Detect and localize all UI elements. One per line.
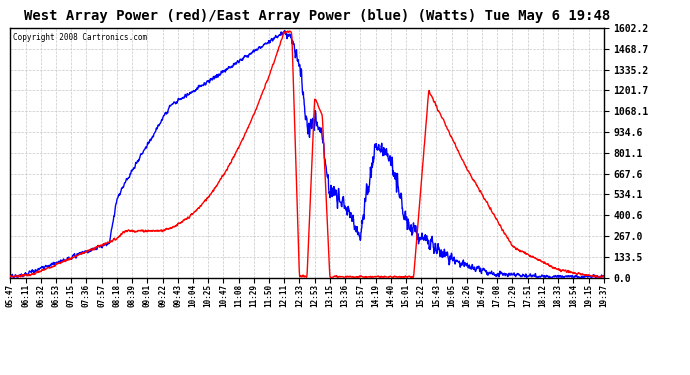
Text: Copyright 2008 Cartronics.com: Copyright 2008 Cartronics.com <box>13 33 148 42</box>
Text: West Array Power (red)/East Array Power (blue) (Watts) Tue May 6 19:48: West Array Power (red)/East Array Power … <box>24 9 611 23</box>
